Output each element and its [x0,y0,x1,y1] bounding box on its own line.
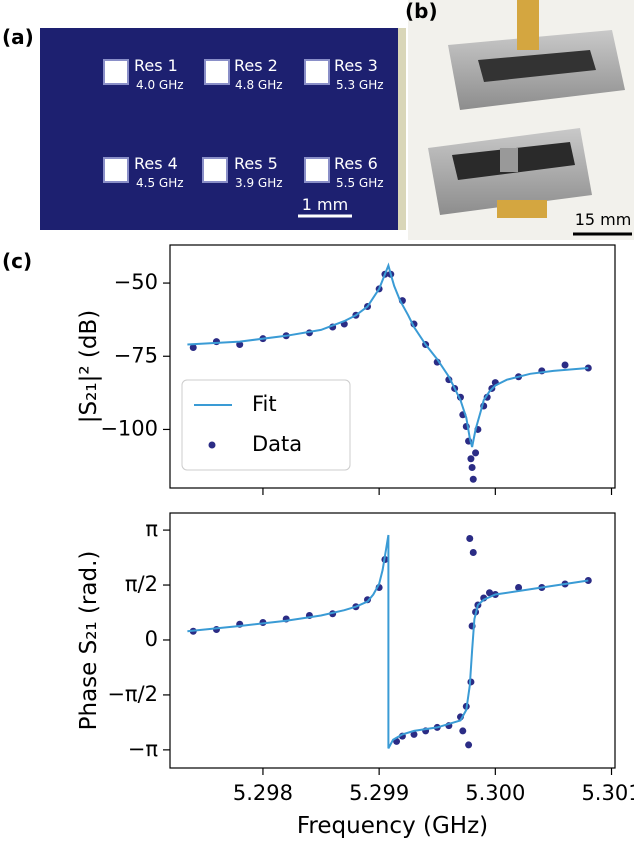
panel-label: (b) [405,0,438,23]
legend-label: Fit [252,392,277,416]
axes-frame [169,512,616,769]
data-point [465,741,473,749]
res-freq: 3.9 GHz [235,176,283,190]
res-name: Res 5 [234,154,278,173]
y-tick-label: −75 [114,343,158,367]
legend-label: Data [252,432,302,456]
x-tick-label: 5.301 [581,781,634,805]
box-photo [408,0,634,240]
y-tick-label: 0 [145,627,158,651]
scale-bar-label: 1 mm [302,195,348,214]
res-name: Res 6 [334,154,378,173]
y-tick-label: π/2 [125,572,158,596]
x-tick-label: 5.299 [349,781,409,805]
x-tick-label: 5.300 [465,781,525,805]
chip-photo [40,28,406,230]
res-name: Res 2 [234,56,278,75]
data-point [467,455,475,463]
y-tick-label: −100 [100,416,158,440]
data-point [189,343,197,351]
res-freq: 5.5 GHz [336,176,384,190]
scale-bar-label: 15 mm [575,210,632,229]
data-point [212,338,220,346]
res-freq: 4.5 GHz [136,176,184,190]
y-axis-label: Phase S₂₁ (rad.) [76,551,102,731]
panel-label: (c) [2,249,32,273]
data-point [515,584,523,592]
x-tick-label: 5.298 [233,781,293,805]
x-axis-label: Frequency (GHz) [297,813,488,839]
res-freq: 4.8 GHz [235,78,283,92]
data-point [459,727,467,735]
axes-frame [169,244,616,489]
data-point [472,449,480,457]
res-freq: 5.3 GHz [336,78,384,92]
y-tick-label: −50 [114,270,158,294]
legend-marker [208,441,216,449]
y-tick-label: −π/2 [107,682,158,706]
data-point [410,730,418,738]
panel-label: (a) [2,25,34,49]
data-point [486,589,494,597]
data-point [468,464,476,472]
fit-line [187,262,589,448]
data-point [469,549,477,557]
data-point [469,475,477,483]
fit-line [187,534,589,749]
legend-box [181,379,351,471]
data-point [236,341,244,349]
y-axis-label: |S₂₁|² (dB) [76,310,102,423]
data-point [466,535,474,543]
res-name: Res 1 [134,56,178,75]
y-tick-label: −π [128,737,159,761]
res-name: Res 4 [134,154,178,173]
y-tick-label: π [145,517,158,541]
res-freq: 4.0 GHz [136,78,184,92]
data-point [561,361,569,369]
res-name: Res 3 [334,56,378,75]
